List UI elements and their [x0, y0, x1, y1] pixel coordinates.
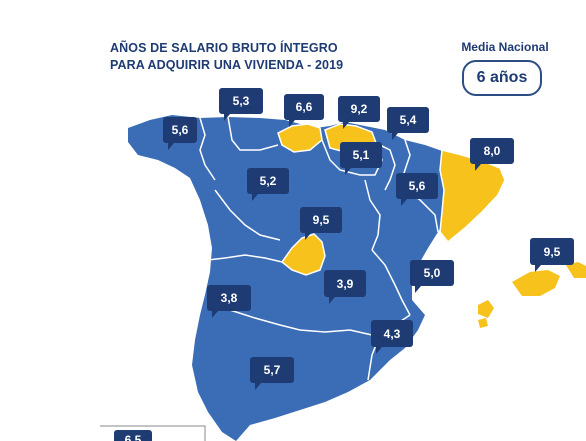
national-average-value: 6 años [462, 60, 542, 96]
badge-la-rioja: 5,1 [340, 142, 382, 175]
badge-aragon-value: 5,6 [409, 179, 426, 193]
badge-castilla-leon-value: 5,2 [260, 174, 277, 188]
badge-aragon: 5,6 [396, 173, 438, 206]
map-title: AÑOS DE SALARIO BRUTO ÍNTEGRO PARA ADQUI… [110, 40, 370, 74]
badge-extremadura: 3,8 [207, 285, 251, 318]
badge-castilla-la-mancha-value: 3,9 [337, 277, 354, 291]
badge-murcia-value: 4,3 [384, 327, 401, 341]
badge-asturias-value: 5,3 [233, 94, 250, 108]
badge-castilla-leon: 5,2 [247, 168, 289, 201]
badge-comunidad-valenciana: 5,0 [410, 260, 454, 293]
badge-castilla-la-mancha: 3,9 [324, 270, 366, 304]
badge-andalucia: 5,7 [250, 357, 294, 390]
national-average-label: Media Nacional [461, 40, 549, 54]
badge-baleares: 9,5 [530, 238, 574, 272]
badge-galicia-value: 5,6 [172, 123, 189, 137]
badge-murcia: 4,3 [371, 320, 413, 354]
title-line-2: PARA ADQUIRIR UNA VIVIENDA - 2019 [110, 58, 344, 72]
mainland-spain [128, 115, 468, 441]
badge-baleares-value: 9,5 [544, 245, 561, 259]
badge-cantabria: 6,6 [284, 94, 324, 127]
canarias-inset-border [100, 425, 206, 441]
badge-cantabria-value: 6,6 [296, 100, 313, 114]
badge-pais-vasco: 9,2 [338, 96, 380, 129]
badge-la-rioja-value: 5,1 [353, 148, 370, 162]
badge-pais-vasco-value: 9,2 [351, 102, 368, 116]
badge-comunidad-valenciana-value: 5,0 [424, 266, 441, 280]
badge-madrid: 9,5 [300, 207, 342, 240]
badge-extremadura-value: 3,8 [221, 291, 238, 305]
title-line-1: AÑOS DE SALARIO BRUTO ÍNTEGRO [110, 41, 338, 55]
badge-galicia: 5,6 [163, 117, 197, 150]
region-baleares [478, 262, 586, 328]
badge-navarra: 5,4 [387, 107, 429, 140]
badge-canarias: 6,5 [114, 430, 152, 441]
region-madrid [280, 233, 326, 276]
badge-cataluna: 8,0 [470, 138, 514, 171]
badge-navarra-value: 5,4 [400, 113, 417, 127]
badge-canarias-value: 6,5 [125, 433, 142, 441]
badge-asturias: 5,3 [219, 88, 263, 121]
badge-cataluna-value: 8,0 [484, 144, 501, 158]
badge-madrid-value: 9,5 [313, 213, 330, 227]
badge-andalucia-value: 5,7 [264, 363, 281, 377]
